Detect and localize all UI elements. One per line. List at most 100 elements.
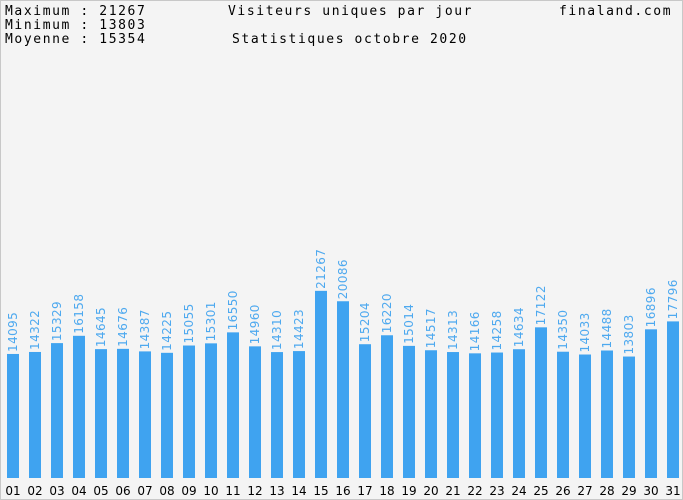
value-label-13: 14310 xyxy=(270,310,284,350)
value-label-21: 14313 xyxy=(446,310,460,350)
x-tick-label-21: 21 xyxy=(445,484,460,498)
bar-28 xyxy=(601,350,613,478)
x-tick-label-05: 05 xyxy=(93,484,108,498)
stat-minimum-value: 13803 xyxy=(99,18,147,33)
bar-03 xyxy=(51,343,63,478)
value-label-25: 17122 xyxy=(534,285,548,325)
x-tick-label-24: 24 xyxy=(511,484,526,498)
bar-21 xyxy=(447,352,459,478)
bar-14 xyxy=(293,351,305,478)
bar-17 xyxy=(359,344,371,478)
value-label-23: 14258 xyxy=(490,310,504,350)
value-label-12: 14960 xyxy=(248,304,262,344)
x-tick-label-29: 29 xyxy=(621,484,636,498)
bar-16 xyxy=(337,301,349,478)
x-tick-label-04: 04 xyxy=(71,484,86,498)
x-tick-label-25: 25 xyxy=(533,484,548,498)
value-label-07: 14387 xyxy=(138,309,152,349)
bar-27 xyxy=(579,354,591,478)
bar-29 xyxy=(623,356,635,478)
bar-13 xyxy=(271,352,283,478)
x-tick-label-28: 28 xyxy=(599,484,614,498)
x-tick-label-18: 18 xyxy=(379,484,394,498)
value-label-08: 14225 xyxy=(160,311,174,351)
stat-average: Moyenne : 15354 xyxy=(5,32,147,47)
value-label-04: 16158 xyxy=(72,294,86,334)
value-label-20: 14517 xyxy=(424,308,438,348)
bar-12 xyxy=(249,346,261,478)
value-label-03: 15329 xyxy=(50,301,64,341)
stat-minimum-label: Minimum xyxy=(5,18,71,33)
value-label-10: 15301 xyxy=(204,301,218,341)
x-tick-label-08: 08 xyxy=(159,484,174,498)
stat-minimum: Minimum : 13803 xyxy=(5,18,147,33)
x-tick-label-12: 12 xyxy=(247,484,262,498)
bar-09 xyxy=(183,345,195,478)
value-label-05: 14645 xyxy=(94,307,108,347)
bar-07 xyxy=(139,351,151,478)
x-tick-label-02: 02 xyxy=(27,484,42,498)
bar-10 xyxy=(205,343,217,478)
value-label-31: 17796 xyxy=(666,279,680,319)
x-tick-label-10: 10 xyxy=(203,484,218,498)
x-tick-label-27: 27 xyxy=(577,484,592,498)
bar-20 xyxy=(425,350,437,478)
bar-26 xyxy=(557,351,569,478)
value-label-09: 15055 xyxy=(182,303,196,343)
x-tick-label-16: 16 xyxy=(335,484,350,498)
x-tick-label-19: 19 xyxy=(401,484,416,498)
stat-maximum: Maximum : 21267 xyxy=(5,4,147,19)
bar-22 xyxy=(469,353,481,478)
x-tick-label-06: 06 xyxy=(115,484,130,498)
value-label-30: 16896 xyxy=(644,287,658,327)
bar-08 xyxy=(161,352,173,478)
value-label-01: 14095 xyxy=(6,312,20,352)
bar-04 xyxy=(73,335,85,478)
x-tick-label-14: 14 xyxy=(291,484,306,498)
x-tick-label-01: 01 xyxy=(5,484,20,498)
x-tick-label-20: 20 xyxy=(423,484,438,498)
x-tick-label-23: 23 xyxy=(489,484,504,498)
value-label-24: 14634 xyxy=(512,307,526,347)
chart-title: Visiteurs uniques par jour xyxy=(228,4,474,19)
stat-maximum-value: 21267 xyxy=(99,4,147,19)
bar-05 xyxy=(95,349,107,478)
value-label-16: 20086 xyxy=(336,259,350,299)
bar-02 xyxy=(29,351,41,478)
stat-average-label: Moyenne xyxy=(5,32,71,47)
chart-subtitle: Statistiques octobre 2020 xyxy=(232,32,468,47)
bar-15 xyxy=(315,290,327,478)
value-label-11: 16550 xyxy=(226,290,240,330)
value-label-27: 14033 xyxy=(578,312,592,352)
value-label-17: 15204 xyxy=(358,302,372,342)
bar-23 xyxy=(491,352,503,478)
value-label-06: 14676 xyxy=(116,307,130,347)
stat-average-value: 15354 xyxy=(99,32,147,47)
x-tick-label-17: 17 xyxy=(357,484,372,498)
value-label-26: 14350 xyxy=(556,310,570,350)
value-label-29: 13803 xyxy=(622,314,636,354)
value-label-18: 16220 xyxy=(380,293,394,333)
x-tick-label-30: 30 xyxy=(643,484,658,498)
value-label-02: 14322 xyxy=(28,310,42,350)
bar-18 xyxy=(381,335,393,478)
x-tick-label-31: 31 xyxy=(665,484,680,498)
value-label-28: 14488 xyxy=(600,308,614,348)
value-label-22: 14166 xyxy=(468,311,482,351)
bar-31 xyxy=(667,321,679,478)
bar-01 xyxy=(7,353,19,478)
bar-25 xyxy=(535,327,547,478)
bar-11 xyxy=(227,332,239,478)
x-tick-label-22: 22 xyxy=(467,484,482,498)
value-label-15: 21267 xyxy=(314,249,328,289)
site-name: finaland.com xyxy=(559,4,673,19)
bar-06 xyxy=(117,348,129,478)
x-tick-label-13: 13 xyxy=(269,484,284,498)
bar-30 xyxy=(645,329,657,478)
x-tick-label-03: 03 xyxy=(49,484,64,498)
stat-maximum-label: Maximum xyxy=(5,4,71,19)
x-tick-label-15: 15 xyxy=(313,484,328,498)
x-tick-label-26: 26 xyxy=(555,484,570,498)
